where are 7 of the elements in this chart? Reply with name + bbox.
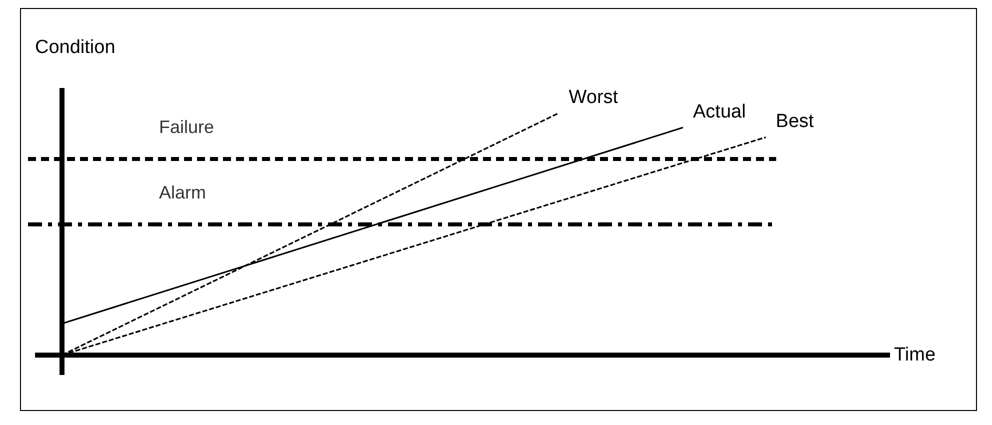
series-label: Best bbox=[776, 111, 815, 132]
y-axis-title: Condition bbox=[35, 37, 116, 58]
x-axis-title: Time bbox=[894, 344, 936, 366]
series-label: Worst bbox=[568, 87, 619, 108]
ref-line-label: Failure bbox=[159, 117, 214, 137]
series-label: Actual bbox=[693, 102, 746, 123]
ref-line-label: Alarm bbox=[159, 182, 206, 202]
